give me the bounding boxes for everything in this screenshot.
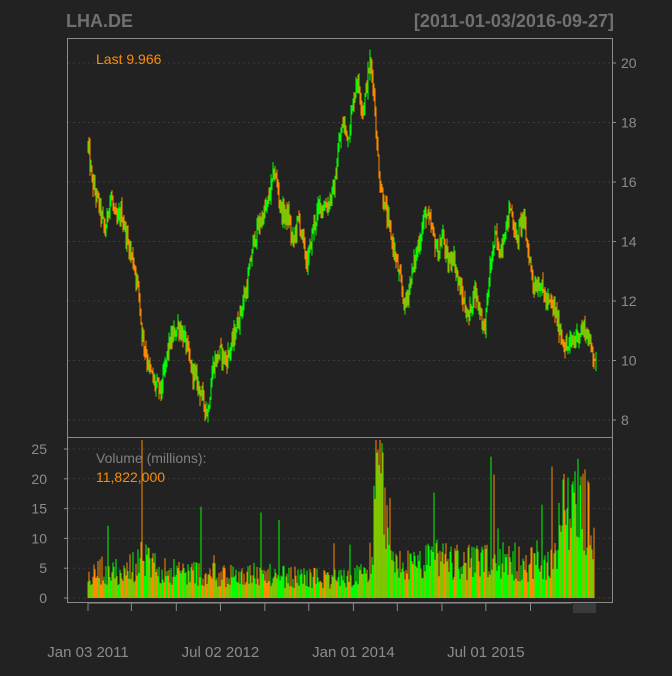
price-tick-label: 20 xyxy=(621,55,637,71)
price-tick-label: 10 xyxy=(621,353,637,369)
volume-tick-label: 15 xyxy=(31,501,47,517)
price-tick-label: 14 xyxy=(621,234,637,250)
price-axis: 8 10 12 14 16 18 20 xyxy=(612,55,637,428)
date-range-label: [2011-01-03/2016-09-27] xyxy=(414,11,614,31)
volume-tick-label: 0 xyxy=(39,590,47,606)
time-tick-label: Jul 01 2015 xyxy=(447,644,525,661)
volume-tick-label: 25 xyxy=(31,441,47,457)
volume-axis: 0 5 10 15 20 25 xyxy=(31,441,68,606)
volume-tick-label: 10 xyxy=(31,530,47,546)
volume-title: Volume (millions): xyxy=(96,450,206,466)
time-axis: Jan 03 2011 Jul 02 2012 Jan 01 2014 Jul 01 … xyxy=(47,602,596,661)
price-tick-label: 12 xyxy=(621,293,637,309)
time-tick-label: Jul 02 2012 xyxy=(182,644,260,661)
volume-bars xyxy=(87,440,595,598)
chart-title: LHA.DE xyxy=(66,11,133,31)
price-candles xyxy=(87,49,597,423)
volume-last-value: 11,822,000 xyxy=(96,469,165,485)
last-price-label: Last 9.966 xyxy=(96,51,162,67)
price-tick-label: 8 xyxy=(621,412,629,428)
volume-tick-label: 20 xyxy=(31,471,47,487)
time-axis-end-block xyxy=(573,603,596,613)
volume-tick-label: 5 xyxy=(39,560,47,576)
time-tick-label: Jan 03 2011 xyxy=(47,644,128,661)
price-tick-label: 18 xyxy=(621,115,637,131)
price-gridlines xyxy=(68,62,612,421)
time-tick-label: Jan 01 2014 xyxy=(312,644,395,661)
price-tick-label: 16 xyxy=(621,174,637,190)
